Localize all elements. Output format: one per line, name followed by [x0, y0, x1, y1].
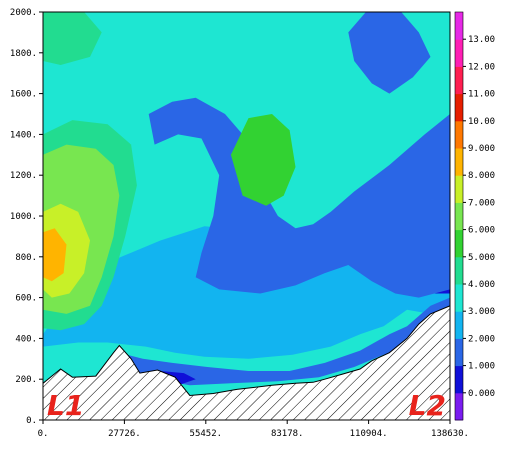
colorbar-swatch: [455, 338, 463, 367]
colorbar-swatch: [455, 229, 463, 258]
contour-region-middle-green-lobe: [230, 114, 296, 206]
colorbar-label: 1.000: [468, 362, 495, 372]
corner-labels: L1 L2: [47, 389, 446, 422]
y-tick-label: 400.: [15, 334, 37, 344]
x-tick-label: 0.: [38, 429, 49, 439]
y-tick-label: 1400.: [10, 130, 37, 140]
y-tick-label: 1000.: [10, 212, 37, 222]
colorbar-swatch: [455, 365, 463, 394]
colorbar-swatch: [455, 39, 463, 67]
colorbar-label: 12.00: [468, 62, 495, 72]
colorbar-swatch: [455, 66, 463, 95]
x-tick-label: 138630.: [431, 429, 469, 439]
plot-area: [43, 12, 450, 420]
colorbar-swatch: [455, 12, 463, 40]
x-tick-label: 83178.: [271, 429, 304, 439]
colorbar-swatch: [455, 175, 463, 203]
y-tick-label: 2000.: [10, 8, 37, 18]
colorbar-label: 8.000: [468, 171, 495, 181]
corner-label-l1: L1: [47, 389, 84, 422]
y-tick-label: 1200.: [10, 171, 37, 181]
colorbar-swatch: [455, 311, 463, 339]
colorbar-label: 3.000: [468, 307, 495, 317]
colorbar-label: 10.00: [468, 117, 495, 127]
y-axis: 0. 200. 400. 600. 800. 1000. 1200. 1400. 1600. 18…: [10, 8, 43, 426]
contour-region-top-right-lobe: [43, 12, 102, 65]
colorbar-label: 6.000: [468, 226, 495, 236]
colorbar-swatch: [455, 202, 463, 231]
y-tick-label: 1800.: [10, 49, 37, 59]
colorbar: 0.000 1.000 2.000 3.000 4.000 5.000 6.000 7.000…: [454, 11, 495, 421]
colorbar-label: 11.00: [468, 90, 495, 100]
colorbar-swatch: [455, 93, 463, 122]
colorbar-label: 2.000: [468, 334, 495, 344]
x-tick-label: 55452.: [190, 429, 223, 439]
colorbar-swatch: [455, 392, 463, 421]
colorbar-swatch: [455, 120, 463, 149]
colorbar-frame: [454, 11, 464, 421]
y-tick-label: 1600.: [10, 90, 37, 100]
colorbar-swatch: [455, 256, 463, 285]
x-axis: 0. 27726. 55452. 83178. 110904. 138630.: [38, 420, 469, 439]
colorbar-label: 4.000: [468, 280, 495, 290]
colorbar-label: 13.00: [468, 35, 495, 45]
contour-region-left-yellow-core: [43, 228, 67, 282]
y-tick-label: 600.: [15, 294, 37, 304]
contour-region-center-band-1-2: [148, 97, 450, 298]
corner-label-l2: L2: [409, 389, 446, 422]
colorbar-swatch: [455, 284, 463, 312]
colorbar-label: 0.000: [468, 389, 495, 399]
y-tick-label: 800.: [15, 253, 37, 263]
y-tick-label: 0.: [26, 416, 37, 426]
x-tick-label: 110904.: [350, 429, 388, 439]
colorbar-swatch: [455, 148, 463, 176]
colorbar-label: 9.000: [468, 144, 495, 154]
x-tick-label: 27726.: [108, 429, 141, 439]
contour-region-upper-right-band: [348, 12, 431, 94]
y-tick-label: 200.: [15, 375, 37, 385]
colorbar-label: 5.000: [468, 253, 495, 263]
colorbar-label: 7.000: [468, 198, 495, 208]
terrain-hatch: [43, 305, 450, 420]
